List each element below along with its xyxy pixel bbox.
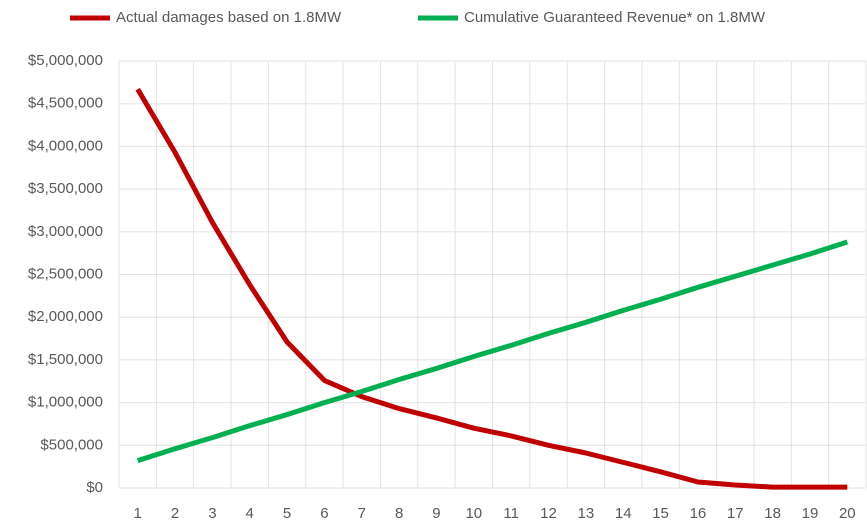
x-tick-label: 17 bbox=[727, 505, 744, 522]
y-tick-label: $2,500,000 bbox=[28, 265, 103, 282]
y-tick-label: $3,500,000 bbox=[28, 180, 103, 197]
x-tick-label: 3 bbox=[208, 505, 216, 522]
y-tick-label: $5,000,000 bbox=[28, 52, 103, 69]
x-tick-label: 14 bbox=[615, 505, 632, 522]
x-tick-label: 1 bbox=[134, 505, 142, 522]
y-tick-label: $4,000,000 bbox=[28, 137, 103, 154]
x-tick-label: 19 bbox=[802, 505, 819, 522]
x-tick-label: 13 bbox=[578, 505, 595, 522]
x-tick-label: 9 bbox=[432, 505, 440, 522]
y-tick-label: $500,000 bbox=[40, 436, 103, 453]
x-tick-label: 10 bbox=[465, 505, 482, 522]
x-tick-label: 20 bbox=[839, 505, 856, 522]
x-tick-label: 5 bbox=[283, 505, 291, 522]
y-tick-label: $4,500,000 bbox=[28, 95, 103, 112]
x-tick-label: 7 bbox=[358, 505, 366, 522]
x-tick-label: 6 bbox=[320, 505, 328, 522]
legend-label: Actual damages based on 1.8MW bbox=[116, 9, 342, 26]
series-line bbox=[136, 239, 849, 464]
x-tick-label: 18 bbox=[764, 505, 781, 522]
y-tick-label: $1,500,000 bbox=[28, 351, 103, 368]
x-tick-label: 16 bbox=[690, 505, 707, 522]
y-tick-label: $1,000,000 bbox=[28, 394, 103, 411]
x-tick-label: 8 bbox=[395, 505, 403, 522]
y-tick-label: $2,000,000 bbox=[28, 308, 103, 325]
y-tick-label: $0 bbox=[86, 479, 103, 496]
legend-label: Cumulative Guaranteed Revenue* on 1.8MW bbox=[464, 9, 766, 26]
x-tick-label: 11 bbox=[503, 505, 519, 522]
x-tick-label: 12 bbox=[540, 505, 557, 522]
y-tick-label: $3,000,000 bbox=[28, 223, 103, 240]
x-tick-label: 4 bbox=[246, 505, 254, 522]
series-line bbox=[135, 87, 848, 490]
x-tick-label: 15 bbox=[652, 505, 669, 522]
x-tick-label: 2 bbox=[171, 505, 179, 522]
